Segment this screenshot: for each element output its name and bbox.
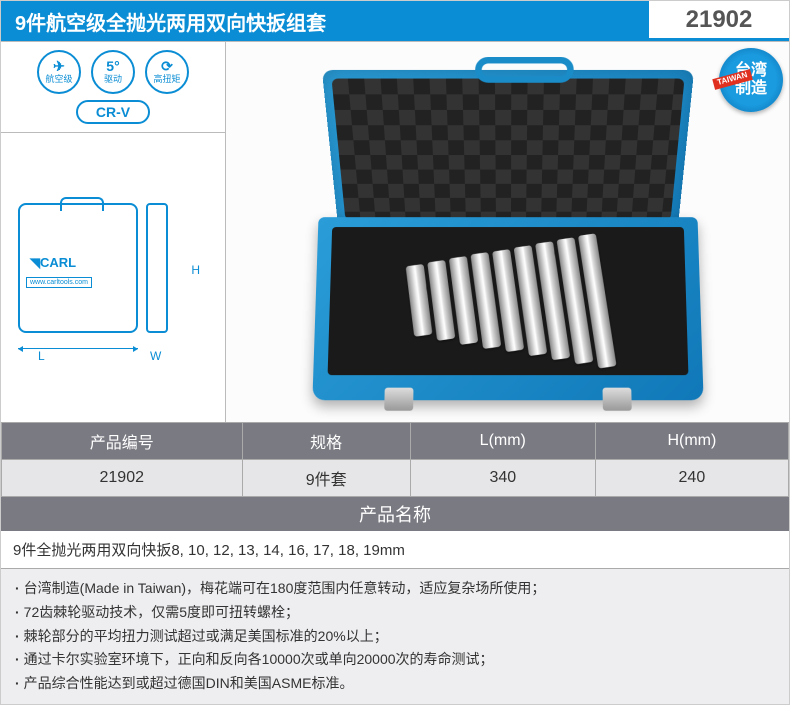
feature-item: 产品综合性能达到或超过德国DIN和美国ASME标准。 [15,672,775,696]
header-bar: 9件航空级全抛光两用双向快扳组套 21902 [1,1,789,41]
table-header-row: 产品编号 规格 L(mm) H(mm) [2,423,789,460]
col-header: 规格 [242,423,410,460]
dim-label-H: H [191,263,200,277]
dimension-arrow-icon [18,348,138,349]
feature-item: 通过卡尔实验室环境下，正向和反向各10000次或单向20000次的寿命测试； [15,648,775,672]
brand-url: www.carltools.com [26,277,92,288]
feature-badges: ✈ 航空级 5° 驱动 ⟳ 高扭矩 CR-V [1,42,226,133]
dim-label-L: L [38,349,45,363]
case-front-outline-icon: ◥CARL www.carltools.com [18,203,138,333]
brand-logo: ◥CARL [30,255,76,271]
crv-material-badge: CR-V [76,100,150,124]
col-header: L(mm) [410,423,595,460]
aviation-badge-icon: ✈ 航空级 [37,50,81,94]
product-spec-sheet: 9件航空级全抛光两用双向快扳组套 21902 ✈ 航空级 5° 驱动 ⟳ 高扭矩 [0,0,790,705]
cell-code: 21902 [2,460,243,497]
dim-label-W: W [150,349,161,363]
content-row: ✈ 航空级 5° 驱动 ⟳ 高扭矩 CR-V [1,41,789,422]
col-header: 产品编号 [2,423,243,460]
product-name-header: 产品名称 [1,497,789,531]
cell-height: 240 [595,460,788,497]
wrench-case-illustration [312,73,703,400]
feature-list: 台湾制造(Made in Taiwan)，梅花端可在180度范围内任意转动，适应… [1,569,789,704]
product-code: 21902 [649,1,789,41]
spec-table: 产品编号 规格 L(mm) H(mm) 21902 9件套 340 240 [1,422,789,497]
feature-item: 棘轮部分的平均扭力测试超过或满足美国标准的20%以上； [15,625,775,649]
taiwan-made-badge-icon: 台湾 制造 TAIWAN [719,48,783,112]
feature-item: 台湾制造(Made in Taiwan)，梅花端可在180度范围内任意转动，适应… [15,577,775,601]
5deg-drive-badge-icon: 5° 驱动 [91,50,135,94]
high-torque-badge-icon: ⟳ 高扭矩 [145,50,189,94]
case-side-outline-icon [146,203,168,333]
dimension-diagram: ◥CARL www.carltools.com L W H [1,133,226,422]
cell-length: 340 [410,460,595,497]
product-photo: 台湾 制造 TAIWAN [226,42,789,422]
feature-item: 72齿棘轮驱动技术，仅需5度即可扭转螺栓； [15,601,775,625]
table-row: 21902 9件套 340 240 [2,460,789,497]
product-name-content: 9件全抛光两用双向快扳8, 10, 12, 13, 14, 16, 17, 18… [1,531,789,569]
left-column: ✈ 航空级 5° 驱动 ⟳ 高扭矩 CR-V [1,42,226,422]
cell-spec: 9件套 [242,460,410,497]
col-header: H(mm) [595,423,788,460]
product-title: 9件航空级全抛光两用双向快扳组套 [1,1,649,41]
